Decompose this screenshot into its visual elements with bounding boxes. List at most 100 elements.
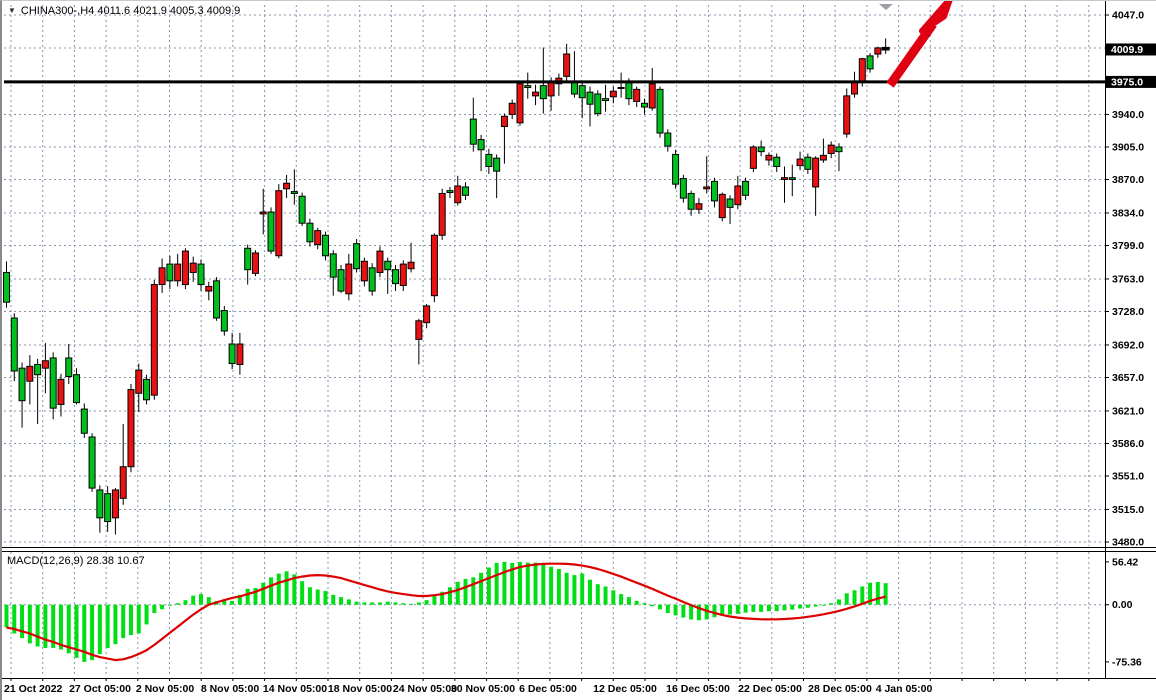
time-axis[interactable]: 21 Oct 2022 27 Oct 05:00 2 Nov 05:00 8 Nov … [4,678,1090,695]
hline-price-tag: 3975.0 [1106,75,1156,88]
candle [96,485,104,533]
price-axis-label: 3657.0 [1112,372,1144,384]
candle [360,257,368,287]
candle [446,186,454,199]
candle [874,46,882,58]
time-axis-label: 24 Nov 05:00 [393,683,457,695]
price-axis-label: 3692.0 [1112,339,1144,351]
candle [57,373,65,417]
time-axis-label: 28 Dec 05:00 [808,683,872,695]
time-axis-label: 21 Oct 2022 [4,683,63,695]
candle [664,129,672,152]
price-axis-label: 3834.0 [1112,207,1144,219]
time-axis-label: 4 Jan 05:00 [876,683,933,695]
candle [765,152,773,166]
candle [345,253,353,301]
candle [49,352,57,420]
candle [726,195,734,225]
candle [851,71,859,98]
candle [267,207,275,254]
candle [127,383,135,473]
candle [415,318,423,365]
candle [407,242,415,273]
candle [710,177,718,208]
candle [687,190,695,216]
candle [321,231,329,261]
candle [65,344,73,384]
candle [524,72,532,99]
candle [298,192,306,226]
svg-text:4009.9: 4009.9 [1111,44,1143,56]
price-axis-label: 3799.0 [1112,240,1144,252]
candle [812,156,820,216]
candles-layer [3,43,882,535]
candle [88,433,96,492]
candle [80,403,88,438]
candle [143,374,151,405]
candle [757,140,765,157]
time-axis-label: 2 Nov 05:00 [136,683,195,695]
candle [703,156,711,194]
candle [205,281,213,301]
candle [773,153,781,173]
candle [477,134,485,172]
candle [119,423,127,505]
time-axis-label: 16 Dec 05:00 [666,683,730,695]
candle [656,86,664,138]
chart-menu-dropdown-icon[interactable]: ▼ [8,6,16,15]
candle [819,138,827,163]
candle [788,164,796,197]
candle [648,67,656,111]
candle [26,355,34,405]
candle [438,188,446,240]
candle [306,218,314,247]
candle [742,177,750,200]
candle [796,151,804,171]
trend-arrow[interactable] [886,1,953,88]
symbol-ohlc-readout: ▼ CHINA300-,H4 4011.6 4021.9 4005.3 4009… [8,5,240,17]
symbol-ohlc-text: CHINA300-,H4 4011.6 4021.9 4005.3 4009.9 [20,5,241,17]
macd-axis-label: 56.42 [1112,556,1138,568]
candle [290,169,298,205]
candle [617,72,625,98]
time-axis-label: 6 Dec 05:00 [519,683,577,695]
candle [469,97,477,152]
candle [532,84,540,106]
candle [236,332,244,375]
candle [166,255,174,290]
candle [228,332,236,370]
candle [633,86,641,108]
candle [181,248,189,290]
chart-shift-marker-icon[interactable] [879,4,893,10]
candle [329,250,337,296]
candle [384,257,392,294]
candle [679,174,687,203]
candle [672,149,680,189]
price-axis-label: 3728.0 [1112,306,1144,318]
price-axis-label: 3586.0 [1112,438,1144,450]
candle [135,363,143,412]
candle [376,246,384,278]
candle [804,153,812,174]
candle [609,86,617,104]
candle [10,313,18,382]
candle [189,256,197,282]
candle [3,261,10,308]
candle [111,488,119,535]
candle [34,358,42,424]
price-axis-label: 3763.0 [1112,273,1144,285]
candle [104,486,112,532]
candle [500,113,508,164]
candle [781,166,788,203]
time-axis-label: 12 Dec 05:00 [593,683,657,695]
price-axis-label: 4047.0 [1112,10,1144,22]
price-axis-label: 3551.0 [1112,471,1144,483]
candle [718,192,726,222]
price-axis[interactable]: 4047.0 3940.0 3905.0 3870.0 3834.0 3799.0 3763… [1105,10,1144,669]
macd-axis-label: 0.00 [1112,599,1133,611]
price-axis-label: 3515.0 [1112,504,1144,516]
candle [18,362,26,428]
candle [734,175,742,210]
